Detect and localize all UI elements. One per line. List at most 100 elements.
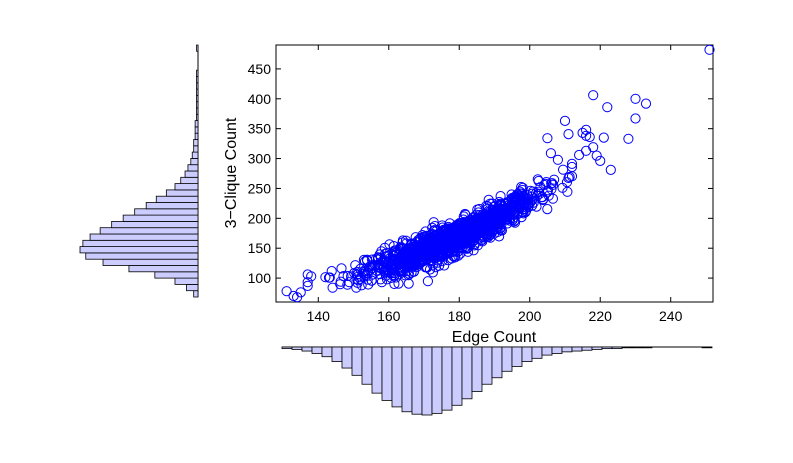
x-histogram-bar xyxy=(421,346,433,416)
data-point xyxy=(400,235,412,246)
data-point xyxy=(406,260,417,271)
x-histogram-bar xyxy=(591,346,603,350)
x-histogram-bar xyxy=(581,346,593,351)
data-point xyxy=(344,277,355,288)
data-point xyxy=(540,178,551,189)
x-histogram-bar xyxy=(451,346,463,406)
data-point xyxy=(350,260,361,271)
data-point xyxy=(384,239,395,250)
y-histogram-bar xyxy=(193,145,199,153)
data-point xyxy=(455,248,466,259)
data-point xyxy=(336,263,347,274)
y-histogram-bar xyxy=(196,82,199,90)
y-marginal-histogram xyxy=(79,44,199,298)
y-tick-label: 150 xyxy=(248,240,272,256)
x-histogram-bar xyxy=(571,346,583,352)
data-point xyxy=(527,188,538,199)
data-point xyxy=(420,262,431,273)
x-histogram-bar xyxy=(551,346,563,354)
data-point xyxy=(623,133,634,144)
data-point xyxy=(545,148,557,159)
x-histogram-bar xyxy=(701,346,713,349)
data-point xyxy=(455,223,466,234)
data-point xyxy=(630,93,641,104)
data-point xyxy=(327,282,338,293)
y-histogram-bar xyxy=(99,227,199,235)
x-axis-title: Edge Count xyxy=(452,329,537,346)
x-histogram-bar xyxy=(401,346,413,413)
data-point xyxy=(390,258,401,269)
data-point xyxy=(446,253,457,264)
x-histogram-bar xyxy=(391,346,403,408)
data-point xyxy=(371,265,382,276)
data-point xyxy=(542,133,553,144)
data-point xyxy=(424,264,436,275)
data-point xyxy=(574,149,585,161)
data-point xyxy=(427,222,438,233)
data-point xyxy=(395,262,406,273)
data-point xyxy=(563,129,574,140)
data-point xyxy=(363,279,374,290)
data-point xyxy=(559,115,571,127)
data-point xyxy=(513,189,524,200)
data-point xyxy=(452,232,463,243)
y-histogram-bar xyxy=(194,132,199,140)
data-point xyxy=(494,231,505,242)
data-point xyxy=(281,286,292,297)
y-histogram-bar xyxy=(85,252,199,260)
data-point xyxy=(462,246,474,257)
data-point xyxy=(541,177,552,188)
data-point xyxy=(542,204,553,215)
data-point xyxy=(584,131,595,143)
data-point xyxy=(439,236,450,247)
y-histogram-bar xyxy=(165,189,199,197)
x-tick-label: 220 xyxy=(589,308,613,324)
data-point xyxy=(389,278,400,290)
y-histogram-bar xyxy=(154,271,199,279)
data-point xyxy=(531,201,542,212)
x-tick-label: 240 xyxy=(659,308,683,324)
x-histogram-bar xyxy=(491,346,503,379)
y-histogram-bar xyxy=(180,176,199,185)
data-point xyxy=(490,209,501,220)
data-point xyxy=(366,275,377,286)
data-point xyxy=(475,223,486,234)
data-point xyxy=(429,221,440,232)
y-histogram-bar xyxy=(190,157,199,166)
y-histogram-bar xyxy=(155,195,199,203)
y-histogram-bar xyxy=(196,44,199,52)
data-point xyxy=(474,215,485,226)
data-point xyxy=(495,198,506,209)
data-point xyxy=(561,177,573,188)
data-point xyxy=(428,253,440,264)
data-point xyxy=(552,154,564,165)
x-histogram-bar xyxy=(501,346,513,372)
data-point xyxy=(449,221,461,232)
x-histogram-bar xyxy=(641,346,653,349)
data-point xyxy=(383,265,394,276)
y-histogram-bar xyxy=(194,126,199,134)
data-point xyxy=(602,102,613,113)
y-histogram-bar xyxy=(187,164,199,172)
y-histogram-bar xyxy=(184,170,199,178)
y-histogram-bar xyxy=(193,290,199,298)
data-point xyxy=(517,204,528,215)
data-point xyxy=(427,267,438,278)
x-histogram-bar xyxy=(531,346,543,359)
y-histogram-bar xyxy=(128,265,199,273)
data-point xyxy=(335,276,346,287)
data-point xyxy=(450,250,461,261)
y-histogram-bar xyxy=(134,208,199,216)
y-histogram-bar xyxy=(193,139,199,147)
data-point xyxy=(523,201,534,212)
data-point xyxy=(380,256,391,267)
data-point xyxy=(358,268,369,280)
x-histogram-bar xyxy=(321,346,333,358)
x-histogram-bar xyxy=(351,346,363,376)
y-tick-label: 450 xyxy=(248,61,272,77)
data-point xyxy=(598,132,609,143)
data-point xyxy=(495,191,506,202)
data-point xyxy=(366,254,378,265)
scatter-points xyxy=(281,44,715,303)
data-point xyxy=(605,164,616,175)
